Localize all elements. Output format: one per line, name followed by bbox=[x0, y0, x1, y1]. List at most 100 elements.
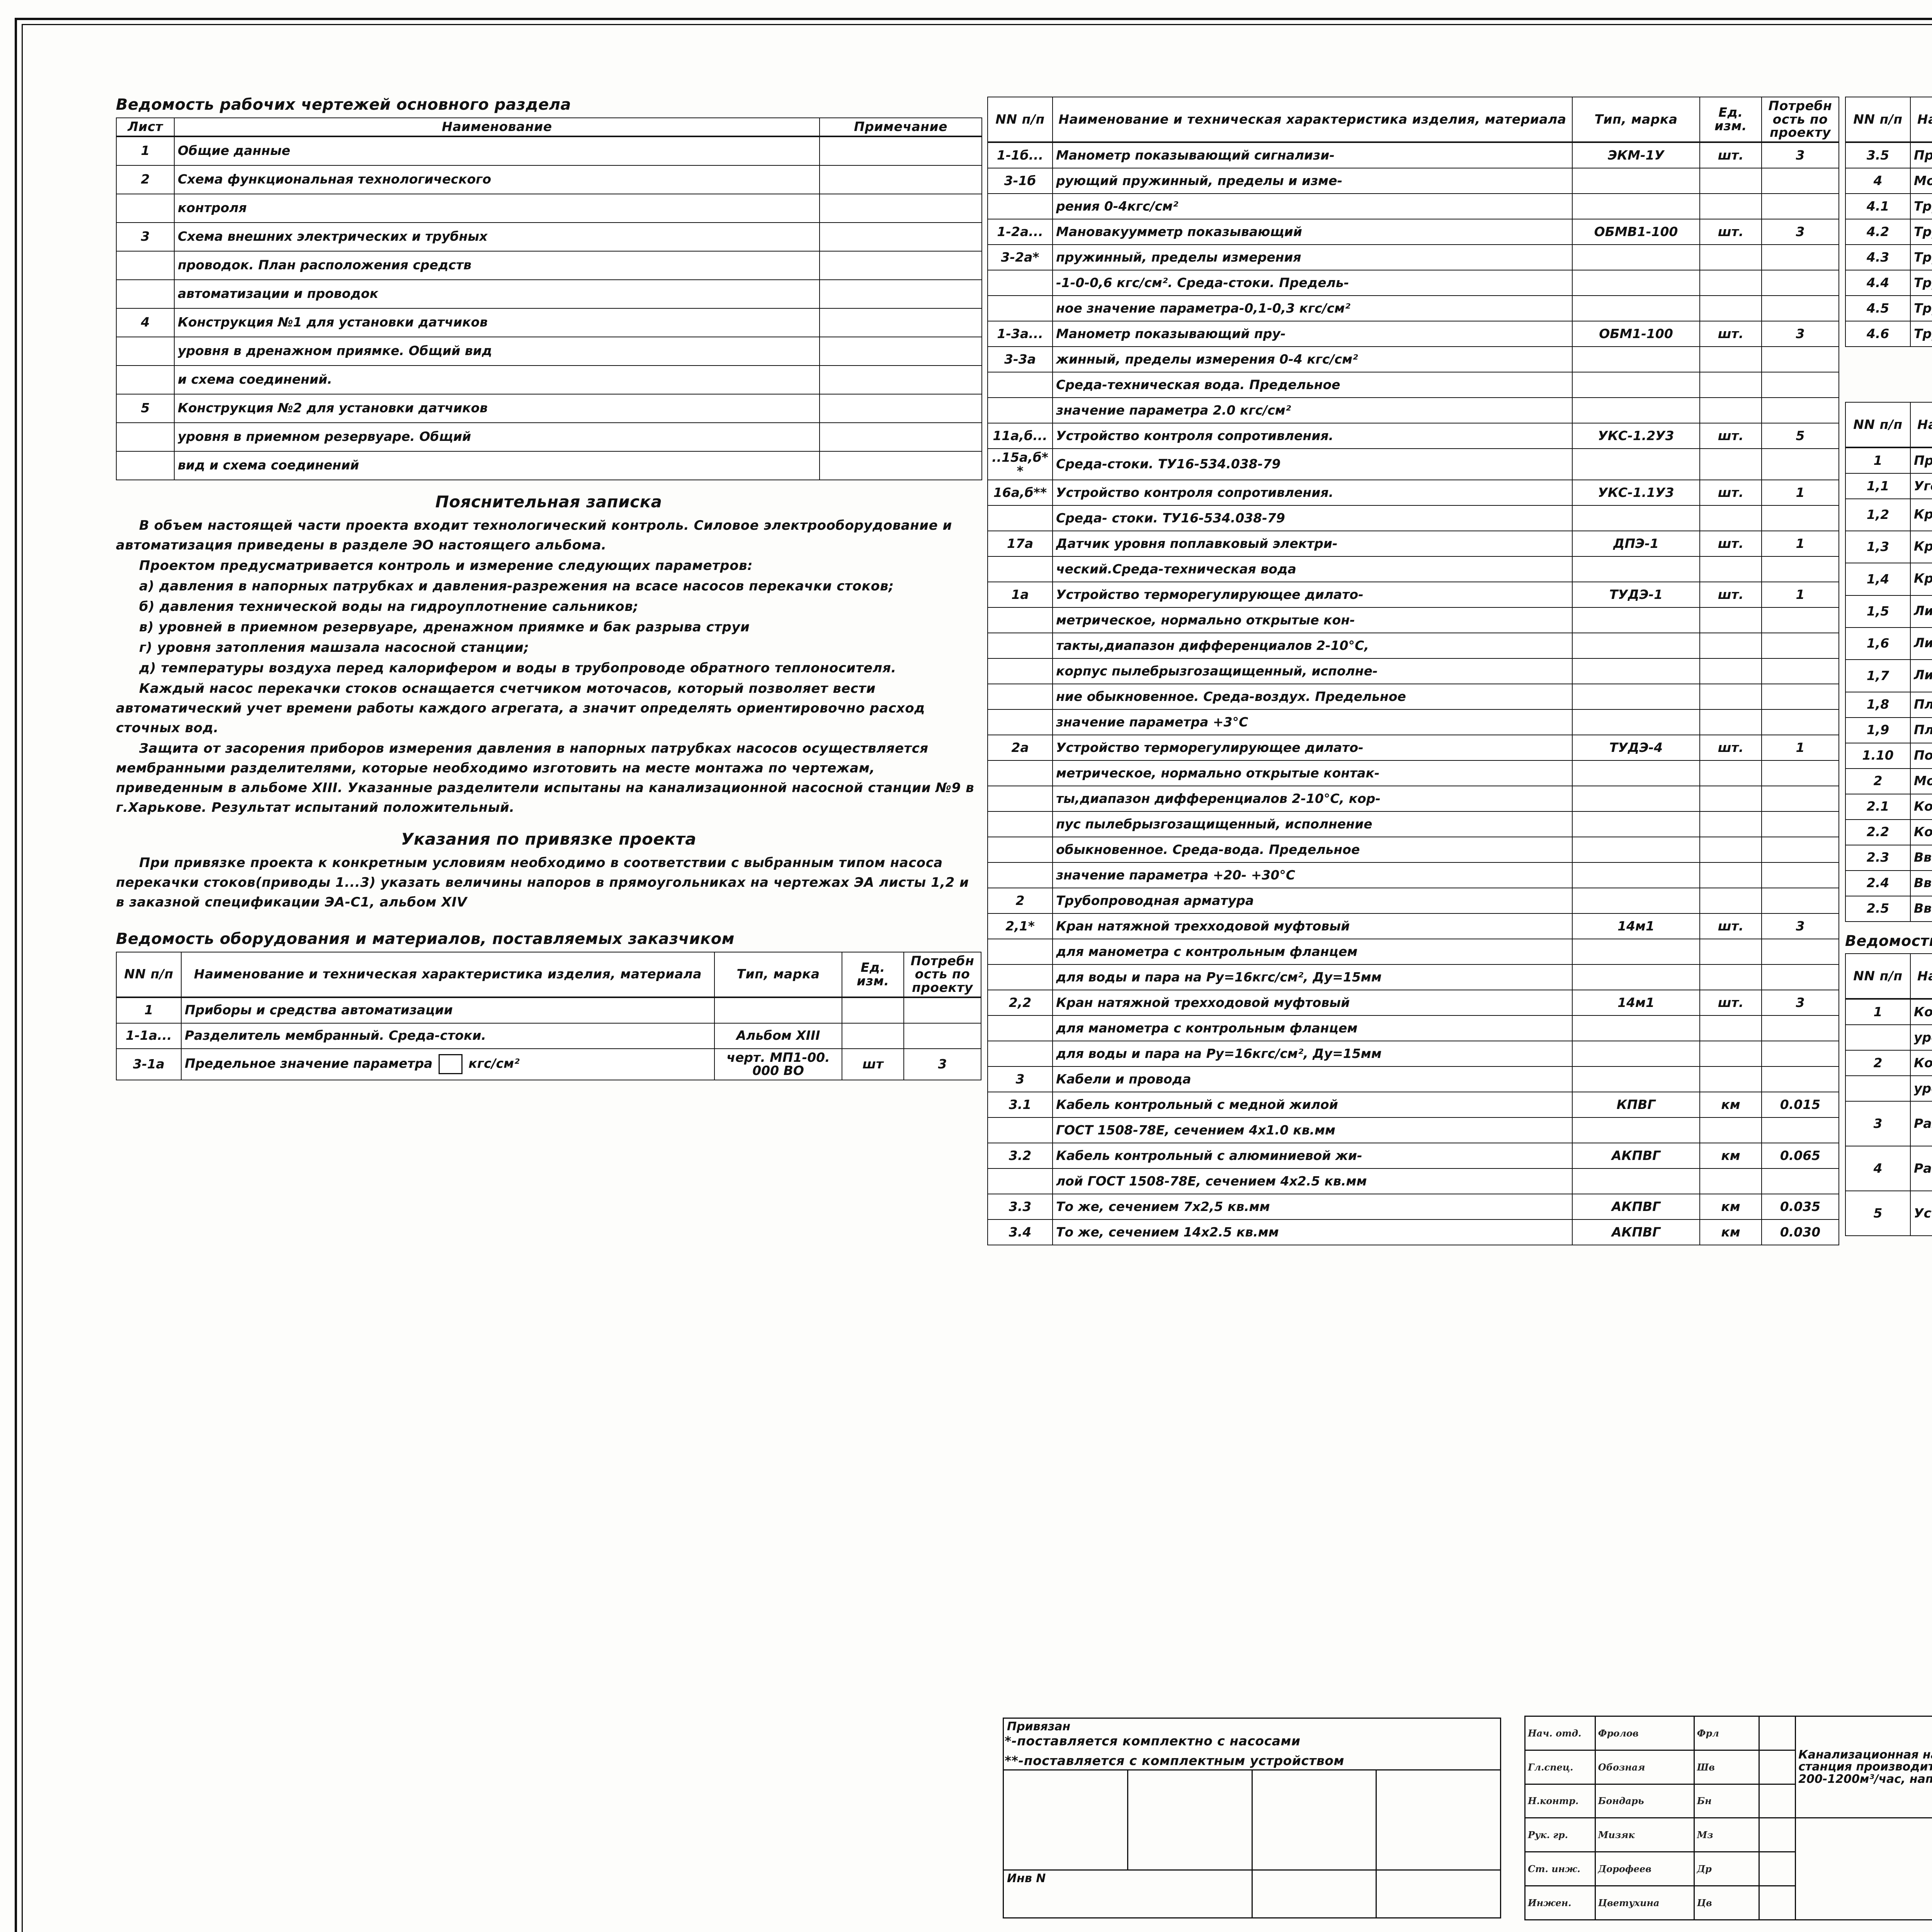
row-number-cell bbox=[987, 1041, 1053, 1067]
row-qty-cell: 1 bbox=[1761, 480, 1839, 506]
row-name-cell: Пластина I лист ПМS-М-2-4,8 ГОСТ 7338-77 bbox=[1910, 691, 1932, 718]
row-unit-cell bbox=[1699, 346, 1762, 372]
row-type-cell: ОБМ1-100 bbox=[1572, 320, 1700, 347]
row-type-cell bbox=[1572, 888, 1700, 914]
role-name-0: Фролов bbox=[1594, 1716, 1695, 1751]
row-unit-cell bbox=[1699, 811, 1762, 838]
row-number-cell bbox=[987, 811, 1053, 838]
table-row: 3Разделитель мембранныйАльбом XIIIУ.МП1-… bbox=[1845, 1101, 1932, 1147]
contractor-spec-title-line2: и изделий, поставляемых подрядчиком bbox=[1845, 381, 1932, 397]
sheet-name-cell: и схема соединений. bbox=[174, 365, 820, 395]
row-name-cell: пус пылебрызгозащищенный, исполнение bbox=[1052, 811, 1573, 838]
col-header-num: NN п/п bbox=[1845, 401, 1911, 448]
row-type-cell: ТУДЭ-4 bbox=[1572, 735, 1700, 761]
row-name-cell: Прокат черных металлов bbox=[1910, 447, 1932, 474]
row-number-cell: 4.4 bbox=[1845, 269, 1911, 296]
row-qty-cell bbox=[1761, 633, 1839, 659]
row-number-cell: 1,8 bbox=[1845, 691, 1911, 718]
row-number-cell bbox=[987, 371, 1053, 398]
title-block: Нач. отд. Фролов Фрл Канализационная нас… bbox=[1524, 1715, 1932, 1920]
row-number-cell: 1,4 bbox=[1845, 563, 1911, 596]
binding-stamp-table: Привязан Инв N bbox=[1003, 1717, 1501, 1919]
row-qty-cell bbox=[1761, 295, 1839, 321]
row-type-cell bbox=[1572, 1168, 1700, 1195]
row-qty-cell bbox=[1761, 556, 1839, 583]
row-unit-cell bbox=[1699, 397, 1762, 423]
row-name-cell: Среда-стоки. ТУ16-534.038-79 bbox=[1052, 448, 1573, 481]
col-header-unit: Ед. изм. bbox=[1699, 97, 1762, 143]
row-number-cell bbox=[987, 1168, 1053, 1195]
row-unit-cell bbox=[1699, 862, 1762, 889]
row-qty-cell: 5 bbox=[1761, 422, 1839, 449]
row-type-cell bbox=[1572, 556, 1700, 583]
table-row: 4.2Труба 20х1,8 ГОСТ 8734-75*м0.22 bbox=[1845, 218, 1932, 245]
row-type-cell: 14м1 bbox=[1572, 913, 1700, 940]
main-specification-continued-table: NN п/п Наименование и техническая характ… bbox=[1845, 97, 1932, 347]
row-name-cell: жинный, пределы измерения 0-4 кгс/см² bbox=[1052, 346, 1573, 372]
table-row: 1Конструкция №1 для установки датчиковАл… bbox=[1845, 998, 1932, 1026]
table-row: 5 Конструкция №2 для установки датчиков bbox=[116, 393, 982, 423]
row-name-cell: Ввод гибкий bbox=[1910, 844, 1932, 871]
table-row: 2.2Коробка соединительнаяКСК-16шт.3 bbox=[1845, 819, 1932, 845]
row-number-cell: 4.3 bbox=[1845, 244, 1911, 270]
row-name-cell: Кабель контрольный с алюминиевой жи- bbox=[1052, 1143, 1573, 1169]
binding-title: Указания по привязке проекта bbox=[401, 829, 697, 849]
row-number-cell: 1а bbox=[987, 582, 1053, 608]
value-entry-box[interactable] bbox=[438, 1054, 463, 1075]
row-name-cell: Лист 3 ГОСТ 19903-74Ст.3 ГОСТ 16523-69 bbox=[1910, 659, 1932, 692]
row-name-cell: Пластина I лист ПМS-М-5-4,8 ГОСТ 7338-77 bbox=[1910, 717, 1932, 743]
sheet-number-cell: 1 bbox=[116, 136, 175, 166]
table-row: 3.4 То же, сечением 14х2.5 кв.мм АКПВГ км 0.… bbox=[987, 1219, 1839, 1246]
table-row: для манометра с контрольным фланцем bbox=[987, 1015, 1839, 1042]
row-number-cell: 2,1* bbox=[987, 913, 1053, 940]
row-type-cell: КПВГ bbox=[1572, 1092, 1700, 1118]
privyazan-cell-3 bbox=[1251, 1769, 1377, 1871]
row-number-cell: ..15а,б** bbox=[987, 448, 1053, 481]
row-name-cell: корпус пылебрызгозащищенный, исполне- bbox=[1052, 658, 1573, 685]
table-row: 1-2а... Мановакуумметр показывающий ОБМВ1-… bbox=[987, 218, 1839, 245]
table-row: ты,диапазон дифференциалов 2-10°С, кор- bbox=[987, 786, 1839, 812]
row-name-cell: лой ГОСТ 1508-78Е, сечением 4х2.5 кв.мм bbox=[1052, 1168, 1573, 1195]
row-type-cell bbox=[1572, 505, 1700, 532]
table-row: 1,7Лист 3 ГОСТ 19903-74Ст.3 ГОСТ 16523-6… bbox=[1845, 659, 1932, 692]
row-number-cell bbox=[987, 658, 1053, 685]
row-number-cell: 3 bbox=[987, 1066, 1053, 1093]
row-number-cell: 3-2а* bbox=[987, 244, 1053, 270]
row-name-cell: такты,диапазон дифференциалов 2-10°С, bbox=[1052, 633, 1573, 659]
row-unit-cell: шт bbox=[842, 1048, 904, 1081]
col-header-num: NN п/п bbox=[987, 97, 1053, 143]
row-number-cell: 4 bbox=[1845, 167, 1911, 194]
table-row: 16а,б** Устройство контроля сопротивления… bbox=[987, 480, 1839, 506]
row-type-cell: Альбом XIII bbox=[714, 1022, 842, 1049]
explanatory-paragraph-2: а) давления в напорных патрубках и давле… bbox=[139, 578, 894, 594]
sheet-number-cell: 4 bbox=[116, 308, 175, 337]
row-name-cell: Лист 5 ГОСТ 19903-74Ст.3 ГОСТ 14637-69 bbox=[1910, 627, 1932, 660]
row-qty-cell: 1 bbox=[1761, 531, 1839, 557]
row-number-cell bbox=[987, 193, 1053, 219]
row-unit-cell: км bbox=[1699, 1219, 1762, 1246]
row-type-cell: ОБМВ1-100 bbox=[1572, 218, 1700, 245]
table-row: для воды и пара на Ру=16кгс/см², Ду=15мм bbox=[987, 1041, 1839, 1067]
row-type-cell bbox=[1572, 684, 1700, 710]
row-number-cell: 2.2 bbox=[1845, 819, 1911, 845]
row-number-cell: 3.5 bbox=[1845, 141, 1911, 168]
row-unit-cell: шт. bbox=[1699, 141, 1762, 168]
row-unit-cell bbox=[1699, 1168, 1762, 1195]
row-qty-cell bbox=[1761, 1015, 1839, 1042]
row-type-cell bbox=[1572, 193, 1700, 219]
row-qty-cell bbox=[1761, 193, 1839, 219]
table-row: 3-1а Предельное значение параметра кгс/см… bbox=[116, 1048, 981, 1081]
stamp-date-0 bbox=[1758, 1716, 1796, 1751]
row-qty-cell: 3 bbox=[903, 1048, 981, 1081]
sheet-number-cell bbox=[116, 193, 175, 223]
table-row: 3-1б рующий пружинный, пределы и изме- bbox=[987, 167, 1839, 194]
row-number-cell: 2.5 bbox=[1845, 895, 1911, 922]
table-row: -1-0-0,6 кгс/см². Среда-стоки. Предель- bbox=[987, 269, 1839, 296]
row-type-cell: УКС-1.2У3 bbox=[1572, 422, 1700, 449]
inventory-number-label: Инв N bbox=[1003, 1869, 1253, 1919]
table-row: 3.5Провод сечением 1х2,5кв.мм, ГОСТ 6323… bbox=[1845, 141, 1932, 168]
row-qty-cell: 1 bbox=[1761, 582, 1839, 608]
table-row: 3.1 Кабель контрольный с медной жилой КПВГ… bbox=[987, 1092, 1839, 1118]
row-type-cell bbox=[1572, 1041, 1700, 1067]
row-type-cell: черт. МП1-00. 000 ВО bbox=[714, 1048, 842, 1081]
